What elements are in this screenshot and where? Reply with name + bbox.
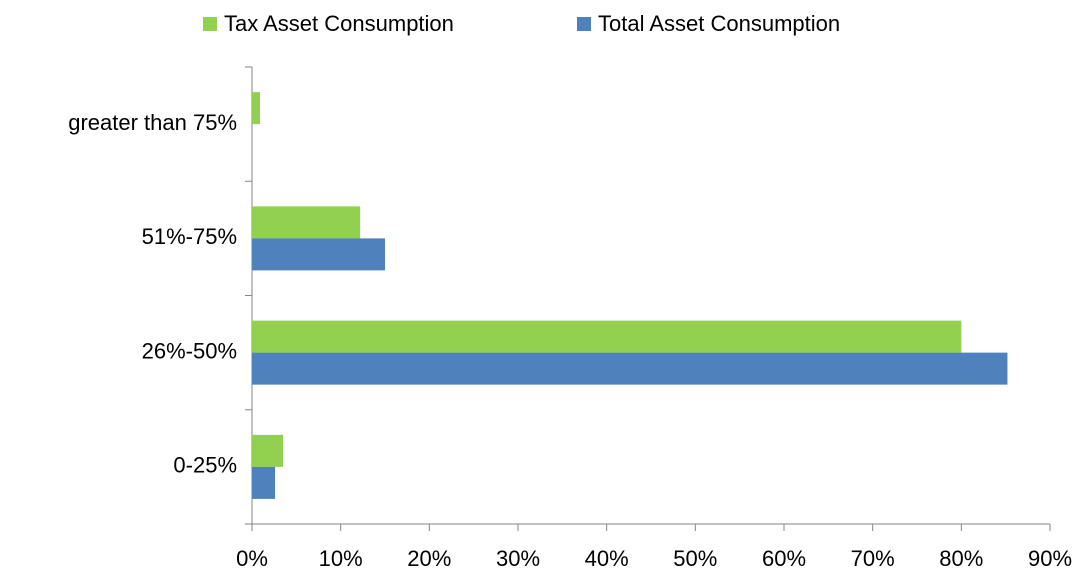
x-tick-label: 60%	[762, 546, 806, 571]
x-tick-label: 50%	[673, 546, 717, 571]
bar	[252, 320, 962, 353]
y-tick-label: greater than 75%	[68, 110, 237, 135]
legend-swatch	[203, 17, 217, 31]
y-tick-label: 0-25%	[173, 453, 237, 478]
y-tick-label: 26%-50%	[142, 338, 237, 363]
x-tick-label: 0%	[236, 546, 268, 571]
bar	[252, 466, 276, 499]
legend-label: Tax Asset Consumption	[224, 11, 454, 36]
x-tick-label: 80%	[939, 546, 983, 571]
y-tick-label: 51%-75%	[142, 224, 237, 249]
legend-label: Total Asset Consumption	[598, 11, 840, 36]
bar	[252, 352, 1008, 385]
x-tick-label: 30%	[496, 546, 540, 571]
x-tick-label: 40%	[585, 546, 629, 571]
bar	[252, 434, 284, 467]
bar	[252, 238, 385, 271]
x-tick-label: 90%	[1028, 546, 1072, 571]
bar	[252, 92, 260, 125]
x-tick-label: 20%	[407, 546, 451, 571]
x-tick-label: 10%	[319, 546, 363, 571]
bar	[252, 206, 361, 239]
legend-swatch	[577, 17, 591, 31]
x-tick-label: 70%	[851, 546, 895, 571]
